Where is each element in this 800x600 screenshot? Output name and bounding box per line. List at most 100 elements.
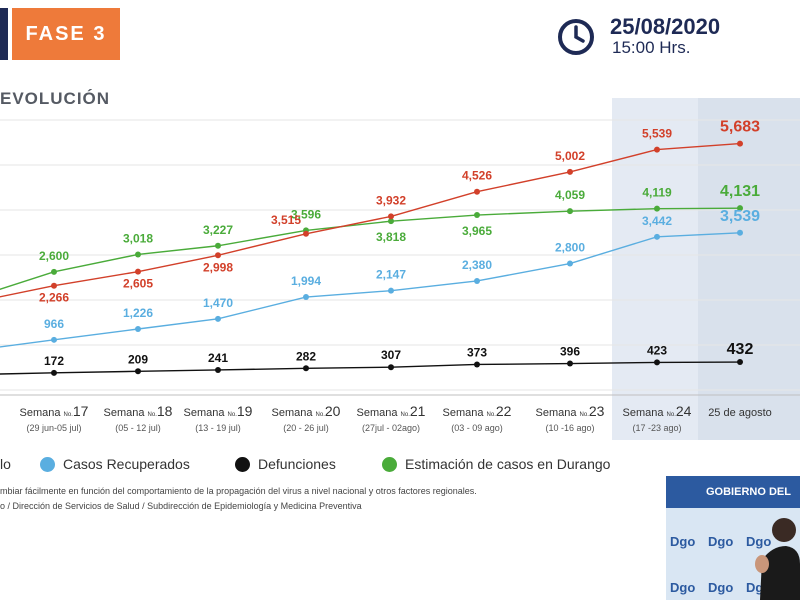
- data-point: [135, 325, 141, 332]
- data-point: [215, 242, 221, 249]
- data-label: 2,605: [123, 277, 153, 291]
- video-logo: Dgo: [670, 534, 696, 549]
- legend-item-deaths: Defunciones: [235, 456, 336, 472]
- data-point: [737, 359, 743, 366]
- data-point: [51, 369, 57, 376]
- evolution-line-chart: 966 1,226 1,470 1,994 2,147 2,380 2,800 3,442 3,…: [0, 98, 800, 440]
- data-label: 3,227: [203, 223, 233, 237]
- data-label: 2,380: [462, 258, 492, 272]
- data-label: 396: [560, 345, 580, 359]
- data-point: [654, 233, 660, 240]
- x-tick-label: Semana No.20: [272, 403, 341, 419]
- series-line: [0, 142, 741, 298]
- left-accent-bar: [0, 8, 8, 60]
- legend-item-confirmed: lo: [0, 456, 11, 472]
- data-point: [135, 251, 141, 258]
- data-label: 2,600: [39, 249, 69, 263]
- video-logo: Dgo: [746, 534, 772, 549]
- data-point: [654, 205, 660, 212]
- data-label: 5,002: [555, 149, 585, 163]
- x-tick-sublabel: (27jul - 02ago): [362, 423, 420, 433]
- data-point: [215, 252, 221, 259]
- highlight-column-current-date: [698, 98, 800, 440]
- data-label: 1,470: [203, 296, 233, 310]
- data-point: [51, 268, 57, 275]
- data-point: [737, 140, 743, 147]
- report-date: 25/08/2020: [610, 14, 721, 39]
- data-label: 2,800: [555, 241, 585, 255]
- data-point: [215, 366, 221, 373]
- data-point: [567, 208, 573, 215]
- x-tick-sublabel: (10 -16 ago): [545, 423, 594, 433]
- x-tick-sublabel: (13 - 19 jul): [195, 423, 241, 433]
- section-title: EVOLUCIÓN: [0, 89, 111, 108]
- legend-label-deaths: Defunciones: [258, 456, 336, 472]
- data-point: [567, 168, 573, 175]
- data-point: [474, 277, 480, 284]
- data-label: 4,119: [642, 186, 672, 200]
- x-tick-label: Semana No.23: [536, 403, 605, 419]
- series-line: [0, 361, 741, 375]
- video-logo: Dgo: [708, 580, 734, 595]
- data-label: 282: [296, 349, 316, 363]
- data-point: [135, 268, 141, 275]
- data-label: 3,515: [271, 213, 301, 227]
- series-line: [0, 232, 741, 348]
- interpreter-video: GOBIERNO DEL Dgo Dgo Dgo Dgo Dgo Dgo: [666, 476, 800, 600]
- data-point: [474, 361, 480, 368]
- data-label: 3,965: [462, 224, 492, 238]
- legend-label-recovered: Casos Recuperados: [63, 456, 190, 472]
- data-label: 432: [727, 341, 754, 358]
- chart-legend: lo Casos Recuperados Defunciones Estimac…: [0, 456, 800, 476]
- footnote-source: o / Dirección de Servicios de Salud / Su…: [0, 501, 362, 511]
- legend-item-recovered: Casos Recuperados: [40, 456, 190, 472]
- phase-badge: FASE 3: [12, 8, 120, 60]
- data-point: [215, 315, 221, 322]
- data-label: 2,266: [39, 291, 69, 305]
- video-banner: GOBIERNO DEL: [666, 476, 800, 508]
- data-point: [567, 360, 573, 367]
- data-label: 307: [381, 348, 401, 362]
- data-label: 3,442: [642, 214, 672, 228]
- data-point: [474, 188, 480, 195]
- legend-label-estimate: Estimación de casos en Durango: [405, 456, 611, 472]
- x-tick-sublabel: (20 - 26 jul): [283, 423, 329, 433]
- footnote-1: mbiar fácilmente en función del comporta…: [0, 486, 477, 496]
- data-point: [303, 230, 309, 237]
- x-tick-sublabel: (05 - 12 jul): [115, 423, 161, 433]
- data-label: 3,932: [376, 193, 406, 207]
- data-label: 423: [647, 343, 667, 357]
- data-point: [388, 364, 394, 371]
- report-time: 15:00 Hrs.: [612, 38, 691, 57]
- data-point: [388, 213, 394, 220]
- legend-dot-deaths: [235, 456, 250, 472]
- x-tick-sublabel: (17 -23 ago): [632, 423, 681, 433]
- x-tick-label: Semana No.18: [104, 403, 173, 419]
- x-tick-label: 25 de agosto: [708, 407, 772, 419]
- data-point: [388, 218, 394, 225]
- data-label: 5,539: [642, 127, 672, 141]
- x-tick-label: Semana No.17: [20, 403, 89, 419]
- data-point: [474, 212, 480, 219]
- video-logo: Dgo: [708, 534, 734, 549]
- clock-icon: [558, 19, 594, 55]
- legend-dot-estimate: [382, 456, 397, 472]
- data-point: [567, 260, 573, 267]
- data-label: 1,226: [123, 306, 153, 320]
- data-point: [51, 336, 57, 343]
- data-label: 172: [44, 354, 64, 368]
- x-tick-label: Semana No.24: [623, 403, 692, 419]
- data-label: 2,998: [203, 260, 233, 274]
- data-point: [303, 365, 309, 372]
- data-point: [51, 282, 57, 289]
- data-label: 4,526: [462, 169, 492, 183]
- data-label: 966: [44, 317, 64, 331]
- data-point: [303, 294, 309, 301]
- x-tick-label: Semana No.19: [184, 403, 253, 419]
- legend-label-confirmed-partial: lo: [0, 456, 11, 472]
- legend-item-estimate: Estimación de casos en Durango: [382, 456, 610, 472]
- data-point: [388, 287, 394, 294]
- x-tick-label: Semana No.22: [443, 403, 512, 419]
- data-label: 4,059: [555, 188, 585, 202]
- data-label: 1,994: [291, 274, 321, 288]
